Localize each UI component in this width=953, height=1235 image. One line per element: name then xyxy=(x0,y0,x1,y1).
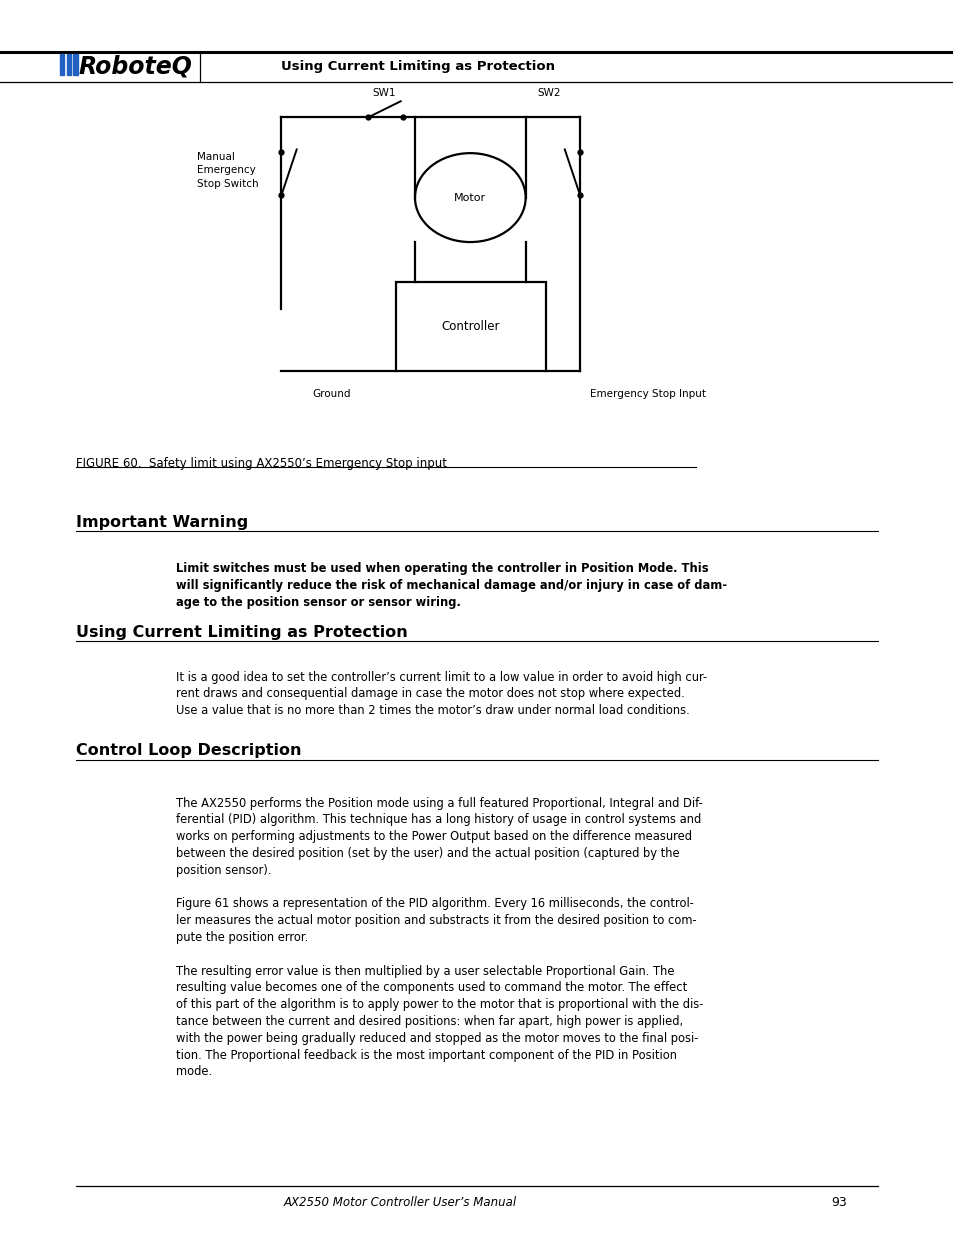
Text: FIGURE 60.  Safety limit using AX2550’s Emergency Stop input: FIGURE 60. Safety limit using AX2550’s E… xyxy=(76,457,447,471)
Text: Manual
Emergency
Stop Switch: Manual Emergency Stop Switch xyxy=(197,152,259,189)
Text: Important Warning: Important Warning xyxy=(76,515,249,530)
Text: The AX2550 performs the Position mode using a full featured Proportional, Integr: The AX2550 performs the Position mode us… xyxy=(176,797,703,1078)
Text: Controller: Controller xyxy=(441,320,499,332)
Text: Ground: Ground xyxy=(313,389,351,399)
Bar xyxy=(67,53,71,74)
Text: AX2550 Motor Controller User’s Manual: AX2550 Motor Controller User’s Manual xyxy=(284,1197,517,1209)
Text: SW2: SW2 xyxy=(537,88,560,98)
Text: RoboteQ: RoboteQ xyxy=(78,54,192,78)
Text: It is a good idea to set the controller’s current limit to a low value in order : It is a good idea to set the controller’… xyxy=(176,671,707,718)
Text: Emergency Stop Input: Emergency Stop Input xyxy=(589,389,705,399)
Bar xyxy=(395,282,545,370)
Text: Limit switches must be used when operating the controller in Position Mode. This: Limit switches must be used when operati… xyxy=(176,562,727,609)
Text: Using Current Limiting as Protection: Using Current Limiting as Protection xyxy=(76,625,408,640)
Bar xyxy=(73,53,78,74)
Text: 93: 93 xyxy=(831,1197,846,1209)
Text: Using Current Limiting as Protection: Using Current Limiting as Protection xyxy=(281,61,555,73)
Bar xyxy=(60,53,65,74)
Text: Motor: Motor xyxy=(454,193,486,203)
Text: Control Loop Description: Control Loop Description xyxy=(76,743,301,758)
Text: SW1: SW1 xyxy=(372,88,395,98)
